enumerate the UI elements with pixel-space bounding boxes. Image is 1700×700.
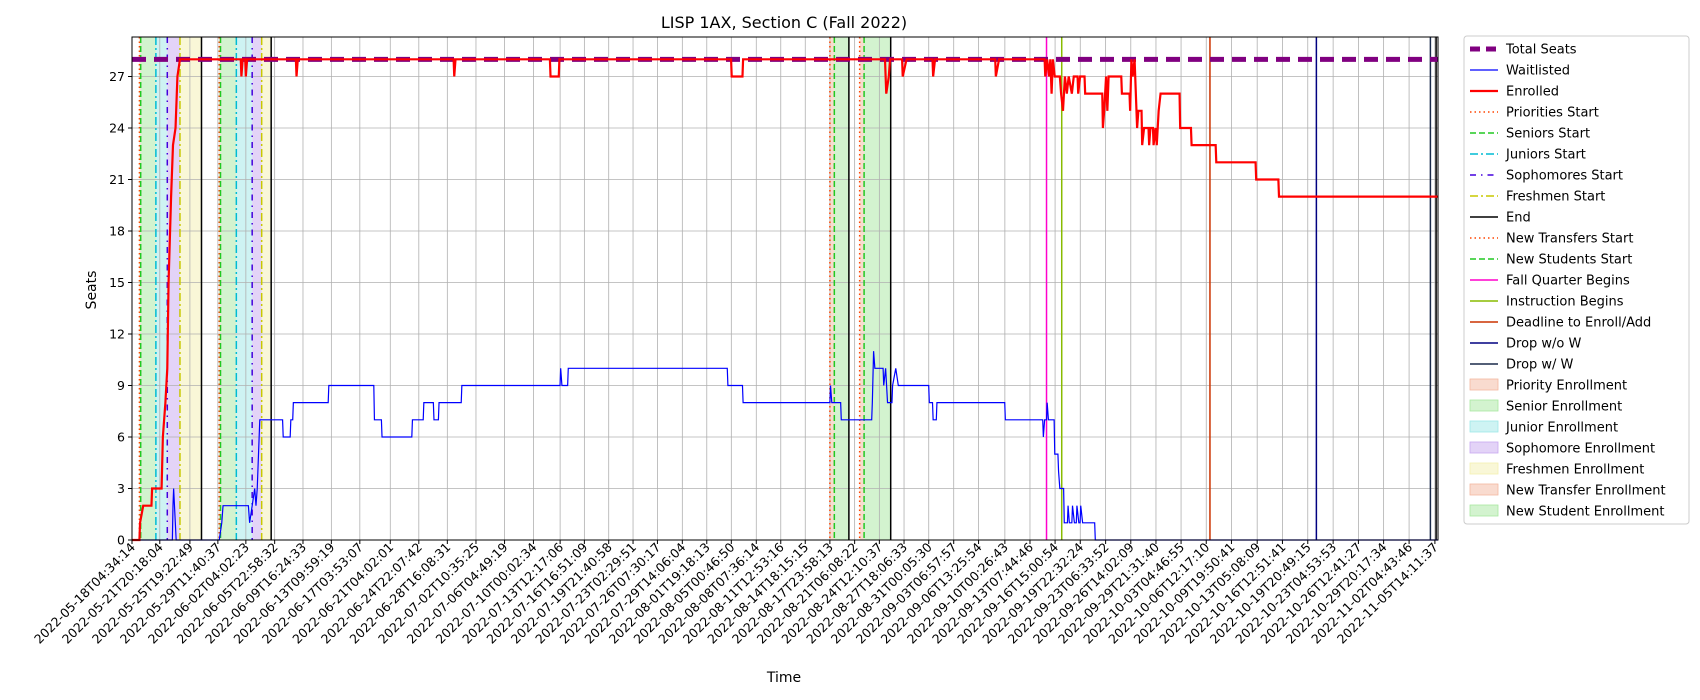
y-tick-label-6: 6 (117, 429, 125, 444)
legend-item-waitlisted: Waitlisted (1470, 64, 1570, 79)
legend-label-senior-enrollment: Senior Enrollment (1506, 400, 1622, 415)
legend-swatch-priority-enrollment (1469, 378, 1499, 391)
y-tick-label-15: 15 (109, 275, 125, 290)
legend-swatch-new-student-enrollment (1469, 504, 1499, 517)
chart-title: LISP 1AX, Section C (Fall 2022) (661, 13, 907, 32)
legend-item-drop-w-o-w: Drop w/o W (1470, 337, 1582, 352)
y-tick-label-9: 9 (117, 378, 125, 393)
legend-label-junior-enrollment: Junior Enrollment (1505, 421, 1618, 436)
legend-item-seniors-start: Seniors Start (1470, 127, 1590, 142)
shaded-region-new-transfer-enrollment-1 (859, 37, 865, 540)
legend-label-new-transfers-start: New Transfers Start (1506, 232, 1633, 247)
legend-swatch-freshmen-enrollment (1469, 462, 1499, 475)
legend-label-instruction-begins: Instruction Begins (1506, 295, 1624, 310)
series-line-waitlisted (132, 351, 1438, 541)
ticks-layer: 03691215182124272022-05-18T04:34:142022-… (31, 69, 1441, 647)
legend-label-deadline-to-enroll-add: Deadline to Enroll/Add (1506, 316, 1651, 331)
legend-item-sophomore-enrollment: Sophomore Enrollment (1469, 441, 1655, 457)
legend-label-drop-w-w: Drop w/ W (1506, 358, 1574, 373)
plot-frame (131, 36, 1439, 541)
y-tick-label-21: 21 (109, 172, 125, 187)
legend-label-total-seats: Total Seats (1505, 43, 1577, 58)
legend-label-new-students-start: New Students Start (1506, 253, 1632, 268)
legend-frame (1463, 35, 1690, 525)
shaded-regions-layer (139, 37, 891, 540)
legend-swatch-junior-enrollment (1469, 420, 1499, 433)
legend-label-new-student-enrollment: New Student Enrollment (1506, 505, 1664, 520)
legend-label-end: End (1506, 211, 1531, 226)
legend-label-priority-enrollment: Priority Enrollment (1506, 379, 1627, 394)
legend-item-sophomores-start: Sophomores Start (1470, 169, 1623, 184)
legend-item-new-student-enrollment: New Student Enrollment (1469, 504, 1664, 520)
y-tick-label-24: 24 (109, 120, 125, 135)
shaded-region-junior-enrollment-1 (155, 37, 168, 540)
legend-label-freshmen-start: Freshmen Start (1506, 190, 1605, 205)
legend-label-priorities-start: Priorities Start (1506, 106, 1599, 121)
legend-item-junior-enrollment: Junior Enrollment (1469, 420, 1618, 436)
legend: Total Seats Waitlisted Enrolled Priorities … (1463, 35, 1690, 525)
shaded-region-sophomore-enrollment-2 (252, 37, 262, 540)
y-axis-label: Seats (84, 271, 100, 310)
legend-item-enrolled: Enrolled (1470, 85, 1559, 100)
legend-item-freshmen-enrollment: Freshmen Enrollment (1469, 462, 1644, 478)
legend-items: Total Seats Waitlisted Enrolled Priorities … (1469, 43, 1666, 520)
shaded-region-priority-enrollment-1 (139, 37, 141, 540)
legend-item-priority-enrollment: Priority Enrollment (1469, 378, 1627, 394)
shaded-region-new-student-enrollment-1 (864, 37, 891, 540)
legend-label-seniors-start: Seniors Start (1506, 127, 1590, 142)
shaded-region-freshmen-enrollment-1 (179, 37, 202, 540)
y-tick-label-0: 0 (117, 533, 125, 548)
legend-item-deadline-to-enroll-add: Deadline to Enroll/Add (1470, 316, 1651, 331)
legend-label-freshmen-enrollment: Freshmen Enrollment (1506, 463, 1644, 478)
legend-label-sophomore-enrollment: Sophomore Enrollment (1506, 442, 1655, 457)
legend-swatch-senior-enrollment (1469, 399, 1499, 412)
shaded-region-priority-enrollment-2 (219, 37, 221, 540)
y-tick-label-18: 18 (109, 223, 125, 238)
shaded-region-sophomore-enrollment-1 (167, 37, 180, 540)
legend-label-enrolled: Enrolled (1506, 85, 1559, 100)
grid-layer (131, 37, 1438, 541)
legend-item-end: End (1470, 211, 1531, 226)
series-layer (132, 56, 1438, 542)
shaded-region-senior-enrollment-1 (140, 37, 156, 540)
shaded-region-junior-enrollment-2 (236, 37, 253, 540)
legend-item-fall-quarter-begins: Fall Quarter Begins (1470, 274, 1630, 289)
legend-label-fall-quarter-begins: Fall Quarter Begins (1506, 274, 1630, 289)
x-axis-label: Time (766, 670, 801, 686)
legend-item-juniors-start: Juniors Start (1470, 148, 1586, 163)
event-lines-layer (138, 37, 1437, 540)
legend-swatch-new-transfer-enrollment (1469, 483, 1499, 496)
y-tick-label-27: 27 (109, 69, 125, 84)
legend-item-drop-w-w: Drop w/ W (1470, 358, 1574, 373)
legend-item-new-transfer-enrollment: New Transfer Enrollment (1469, 483, 1666, 499)
y-tick-label-12: 12 (109, 326, 125, 341)
legend-item-senior-enrollment: Senior Enrollment (1469, 399, 1622, 415)
legend-item-priorities-start: Priorities Start (1470, 106, 1599, 121)
legend-swatch-sophomore-enrollment (1469, 441, 1499, 454)
legend-item-instruction-begins: Instruction Begins (1470, 295, 1624, 310)
series-line-enrolled (132, 58, 1438, 542)
legend-item-new-students-start: New Students Start (1470, 253, 1632, 268)
shaded-region-senior-enrollment-2 (220, 37, 237, 540)
shaded-region-priority-enrollment-3 (829, 37, 835, 540)
legend-label-drop-w-o-w: Drop w/o W (1506, 337, 1582, 352)
shaded-region-freshmen-enrollment-2 (261, 37, 272, 540)
legend-label-new-transfer-enrollment: New Transfer Enrollment (1506, 484, 1666, 499)
legend-label-juniors-start: Juniors Start (1505, 148, 1586, 163)
legend-item-freshmen-start: Freshmen Start (1470, 190, 1605, 205)
shaded-region-senior-enrollment-3 (834, 37, 849, 540)
legend-label-sophomores-start: Sophomores Start (1506, 169, 1623, 184)
y-tick-label-3: 3 (117, 481, 125, 496)
legend-item-new-transfers-start: New Transfers Start (1470, 232, 1633, 247)
legend-item-total-seats: Total Seats (1470, 43, 1577, 58)
legend-label-waitlisted: Waitlisted (1506, 64, 1570, 79)
